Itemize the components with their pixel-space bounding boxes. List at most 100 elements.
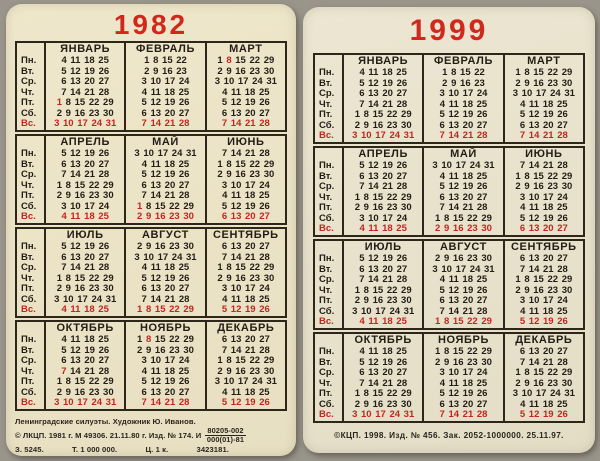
day-number: 14: [70, 365, 81, 377]
date-row: 7 14 21 28: [424, 202, 502, 214]
date-row: 6 13 20 27: [46, 252, 124, 264]
weekday-label: Вс.: [319, 316, 334, 327]
day-number: 4: [520, 202, 526, 213]
day-number: 21: [245, 148, 256, 159]
day-number: 15: [74, 97, 86, 108]
day-number: 10: [70, 200, 81, 212]
day-number: 19: [245, 397, 256, 408]
date-row: 5 12 19 26: [344, 253, 422, 265]
weekday-column: Пн. Вт. Ср. Чт. Пт. Сб. Вс.: [17, 229, 44, 316]
day-number: 21: [164, 118, 176, 129]
day-number: 12: [368, 77, 379, 89]
day-number: 19: [164, 376, 176, 387]
day-number: 26: [476, 109, 488, 120]
weekday-label: Сб.: [21, 200, 37, 212]
day-number: 20: [543, 346, 554, 357]
day-number: 30: [561, 77, 573, 89]
day-number: 18: [244, 190, 256, 201]
day-number: 7: [221, 118, 228, 129]
date-row: 6 13 20 27: [126, 387, 204, 399]
weekday-label: Вт.: [21, 65, 35, 77]
day-number: 1: [435, 316, 441, 327]
day-number: 11: [70, 55, 81, 66]
day-number: 27: [259, 334, 270, 345]
day-number: 15: [154, 200, 166, 212]
day-number: 15: [74, 376, 86, 387]
day-number: 29: [561, 274, 573, 285]
date-row: 2 9 16 23 30: [505, 284, 583, 297]
day-number: 6: [519, 223, 526, 234]
day-number: 23: [249, 365, 261, 377]
date-row: 7 14 21 28: [207, 345, 285, 357]
day-number: 13: [70, 158, 81, 170]
day-number: 8: [363, 191, 369, 203]
quarter-block: Пн. Вт. Ср. Чт. Пт. Сб. Вс. ИЮЛЬ 5 12 19 26 6 13 …: [313, 239, 585, 330]
day-number: 27: [396, 367, 408, 378]
day-number: 18: [382, 346, 393, 357]
day-number: 12: [368, 160, 379, 171]
day-number: 18: [462, 377, 473, 389]
imprint-tirage: Т. 1 000 000.: [72, 444, 118, 454]
date-row: 7 14 21 28: [424, 130, 502, 142]
weekday-label: Чт.: [319, 191, 333, 203]
day-number: 17: [375, 305, 386, 317]
date-row: 1 8 15 22 29: [46, 97, 124, 109]
day-number: 18: [382, 316, 393, 327]
day-number: 19: [462, 284, 474, 296]
day-number: 4: [520, 305, 526, 317]
weekday-label: Чт.: [21, 86, 35, 98]
day-number: 11: [150, 365, 161, 377]
day-number: 9: [153, 65, 159, 77]
day-number: 3: [61, 200, 67, 212]
day-number: 27: [557, 223, 568, 234]
day-number: 8: [65, 97, 71, 108]
date-row: 5 12 19 26: [46, 65, 124, 78]
day-number: 30: [103, 386, 114, 398]
day-number: 22: [249, 262, 261, 273]
day-number: 20: [543, 223, 554, 234]
day-number: 27: [476, 119, 488, 131]
day-number: 4: [141, 365, 148, 377]
day-number: 25: [476, 170, 488, 182]
day-number: 7: [519, 263, 526, 275]
day-number: 24: [557, 295, 568, 306]
day-number: 29: [183, 334, 194, 345]
day-number: 19: [382, 356, 393, 368]
day-number: 26: [98, 241, 110, 252]
month-cell: ДЕКАБРЬ 6 13 20 27 7 14 21 28 1 8 15 22 29 2…: [204, 322, 285, 409]
day-number: 25: [178, 365, 190, 377]
day-number: 26: [98, 65, 110, 77]
weekday-label: Пн.: [21, 55, 37, 66]
day-number: 1: [515, 67, 521, 78]
month-name: ОКТЯБРЬ: [354, 334, 412, 346]
day-number: 19: [543, 109, 554, 120]
day-number: 12: [230, 304, 242, 315]
day-number: 13: [528, 119, 540, 131]
day-number: 1: [442, 67, 448, 78]
day-number: 31: [105, 118, 117, 129]
day-number: 6: [221, 107, 228, 119]
day-number: 22: [249, 55, 261, 66]
imprint-price: Ц. 1 к.: [145, 444, 169, 454]
day-number: 7: [141, 118, 147, 129]
day-number: 16: [533, 284, 544, 296]
weekday-label: Вт.: [319, 77, 333, 89]
day-number: 17: [455, 160, 467, 171]
day-number: 6: [519, 119, 526, 131]
day-number: 7: [359, 377, 365, 389]
day-number: 29: [263, 355, 275, 366]
day-number: 1: [137, 200, 143, 212]
day-number: 30: [183, 211, 194, 222]
day-number: 1: [354, 388, 361, 399]
day-number: 14: [448, 202, 460, 213]
day-number: 15: [154, 304, 166, 315]
weekday-label: Вт.: [21, 344, 35, 356]
date-row: 6 13 20 27: [505, 223, 583, 235]
day-number: 1: [217, 55, 223, 66]
day-number: 12: [70, 344, 81, 356]
day-number: 21: [84, 262, 95, 273]
day-number: 31: [403, 130, 415, 141]
day-number: 8: [145, 304, 152, 315]
day-number: 31: [403, 409, 415, 420]
day-number: 13: [368, 263, 379, 275]
